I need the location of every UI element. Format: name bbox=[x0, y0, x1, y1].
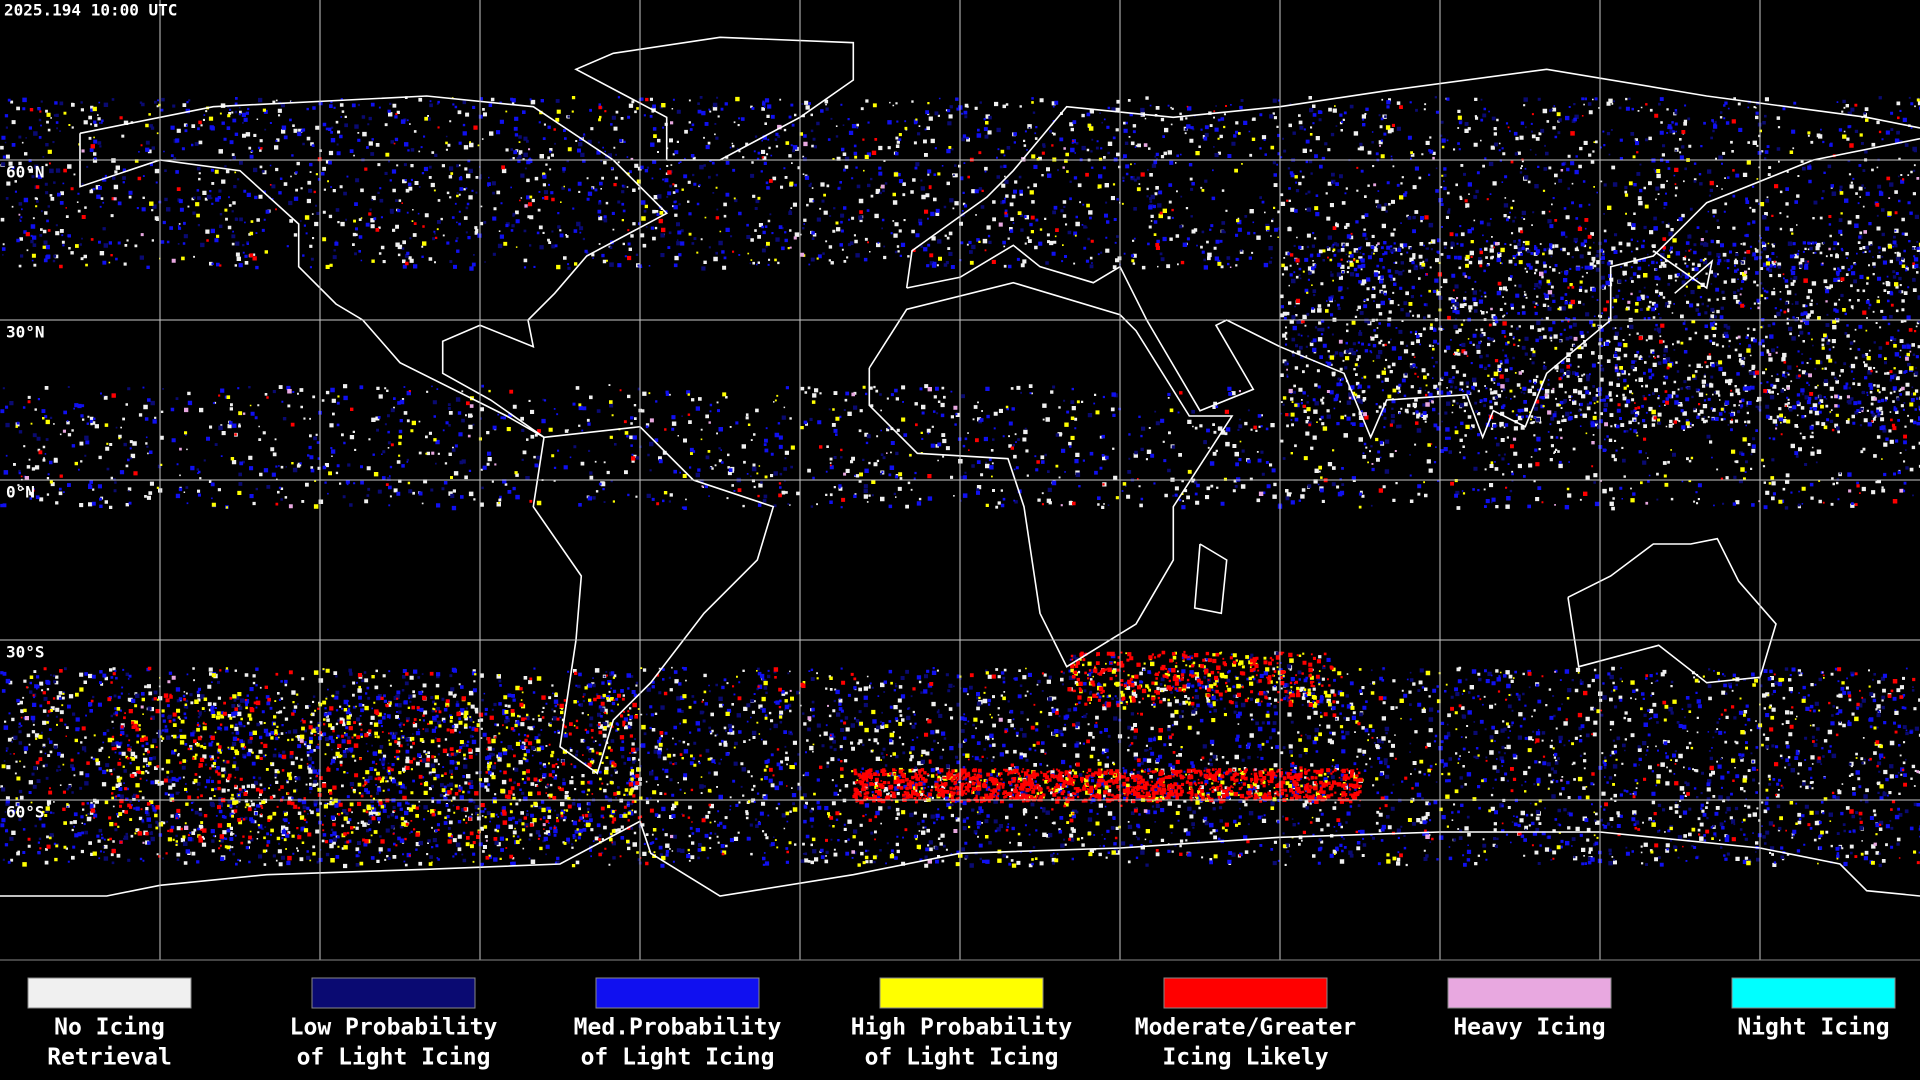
legend-label: Icing Likely bbox=[1162, 1045, 1328, 1071]
coastline bbox=[905, 68, 1920, 289]
legend-label: Low Probability bbox=[290, 1015, 498, 1041]
legend-swatch bbox=[1731, 977, 1896, 1009]
latitude-label: 30°N bbox=[6, 323, 45, 342]
legend-label: Moderate/Greater bbox=[1135, 1015, 1357, 1041]
legend-swatch bbox=[27, 977, 192, 1009]
legend-label: Night Icing bbox=[1737, 1015, 1889, 1041]
legend-label: of Light Icing bbox=[865, 1045, 1059, 1071]
legend-label: Med.Probability bbox=[574, 1015, 782, 1041]
coastline bbox=[868, 281, 1234, 668]
coastline bbox=[1193, 543, 1228, 615]
coastline bbox=[906, 137, 1920, 440]
coastline bbox=[1652, 250, 1714, 294]
legend-label: Heavy Icing bbox=[1453, 1015, 1605, 1041]
legend: No Icing Retrieval Low Probability of Light… bbox=[27, 977, 1896, 1071]
legend-swatch bbox=[1447, 977, 1612, 1009]
legend-label: of Light Icing bbox=[581, 1045, 775, 1071]
legend-swatch bbox=[595, 977, 760, 1009]
legend-swatch bbox=[311, 977, 476, 1009]
coastline bbox=[1567, 537, 1777, 684]
legend-swatch bbox=[879, 977, 1044, 1009]
coastline bbox=[532, 425, 775, 775]
latitude-label: 30°S bbox=[6, 643, 45, 662]
latitude-labels: 60°N 30°N 0°N 30°S 60°S bbox=[6, 163, 45, 822]
latitude-label: 60°N bbox=[6, 163, 45, 182]
legend-label: No Icing bbox=[54, 1015, 165, 1041]
legend-swatch bbox=[1163, 977, 1328, 1009]
coastline bbox=[574, 36, 855, 161]
graticule bbox=[0, 0, 1920, 961]
latitude-label: 0°N bbox=[6, 483, 35, 502]
legend-label: of Light Icing bbox=[297, 1045, 491, 1071]
latitude-label: 60°S bbox=[6, 803, 45, 822]
legend-label: High Probability bbox=[851, 1015, 1073, 1041]
legend-label: Retrieval bbox=[47, 1045, 172, 1071]
timestamp: 2025.194 10:00 UTC bbox=[4, 1, 177, 20]
